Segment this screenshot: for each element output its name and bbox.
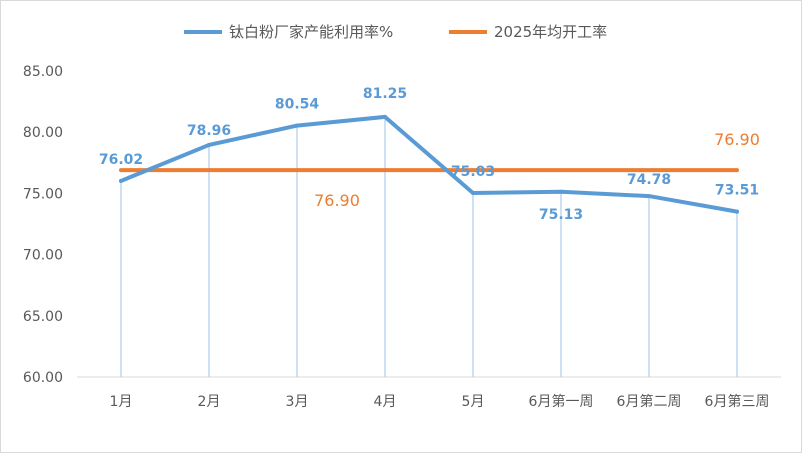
y-axis: 60.00 65.00 70.00 75.00 80.00 85.00 — [23, 64, 63, 386]
average-annotation: 76.90 — [314, 191, 360, 210]
data-label: 81.25 — [363, 86, 407, 102]
data-point — [559, 189, 563, 194]
legend-label-average: 2025年均开工率 — [494, 23, 607, 41]
x-axis: 1月 2月 3月 4月 5月 6月第一周 6月第二周 6月第三周 — [77, 376, 781, 410]
data-label: 78.96 — [187, 123, 231, 139]
data-label: 73.51 — [715, 183, 759, 199]
data-label: 80.54 — [275, 97, 320, 113]
x-tick-label: 3月 — [286, 394, 309, 410]
data-point — [207, 142, 211, 147]
x-tick-label: 6月第一周 — [529, 393, 594, 410]
y-tick-label: 70.00 — [23, 248, 63, 264]
data-point — [735, 209, 739, 214]
data-label: 74.78 — [627, 172, 671, 188]
data-labels: 76.02 78.96 80.54 81.25 75.03 75.13 74.78 73.51… — [99, 86, 760, 223]
series-line-capacity — [119, 114, 739, 214]
x-tick-label: 2月 — [198, 394, 221, 410]
legend-label-capacity: 钛白粉厂家产能利用率% — [229, 23, 393, 41]
data-point — [471, 191, 475, 196]
y-tick-label: 85.00 — [23, 64, 63, 80]
data-label: 76.02 — [99, 152, 143, 168]
y-tick-label: 75.00 — [23, 186, 63, 202]
x-tick-label: 6月第三周 — [705, 393, 770, 410]
x-tick-label: 6月第二周 — [617, 393, 682, 410]
data-point — [295, 123, 299, 128]
data-point — [383, 114, 387, 119]
data-label: 75.03 — [451, 164, 495, 180]
drop-lines — [120, 116, 738, 377]
y-tick-label: 80.00 — [23, 125, 63, 141]
x-tick-label: 5月 — [462, 394, 485, 410]
y-tick-label: 65.00 — [23, 309, 63, 325]
chart-frame: 钛白粉厂家产能利用率% 2025年均开工率 60.00 65.00 70.00 75.… — [0, 0, 802, 453]
series-layer — [119, 114, 739, 214]
legend: 钛白粉厂家产能利用率% 2025年均开工率 — [184, 23, 607, 41]
y-tick-label: 60.00 — [23, 370, 63, 386]
x-tick-label: 4月 — [374, 394, 397, 410]
line-chart: 钛白粉厂家产能利用率% 2025年均开工率 60.00 65.00 70.00 75.… — [23, 23, 781, 410]
data-point — [647, 194, 651, 199]
x-tick-label: 1月 — [110, 394, 133, 410]
average-annotation: 76.90 — [714, 130, 760, 149]
data-point — [119, 178, 123, 183]
data-label: 75.13 — [539, 207, 583, 223]
